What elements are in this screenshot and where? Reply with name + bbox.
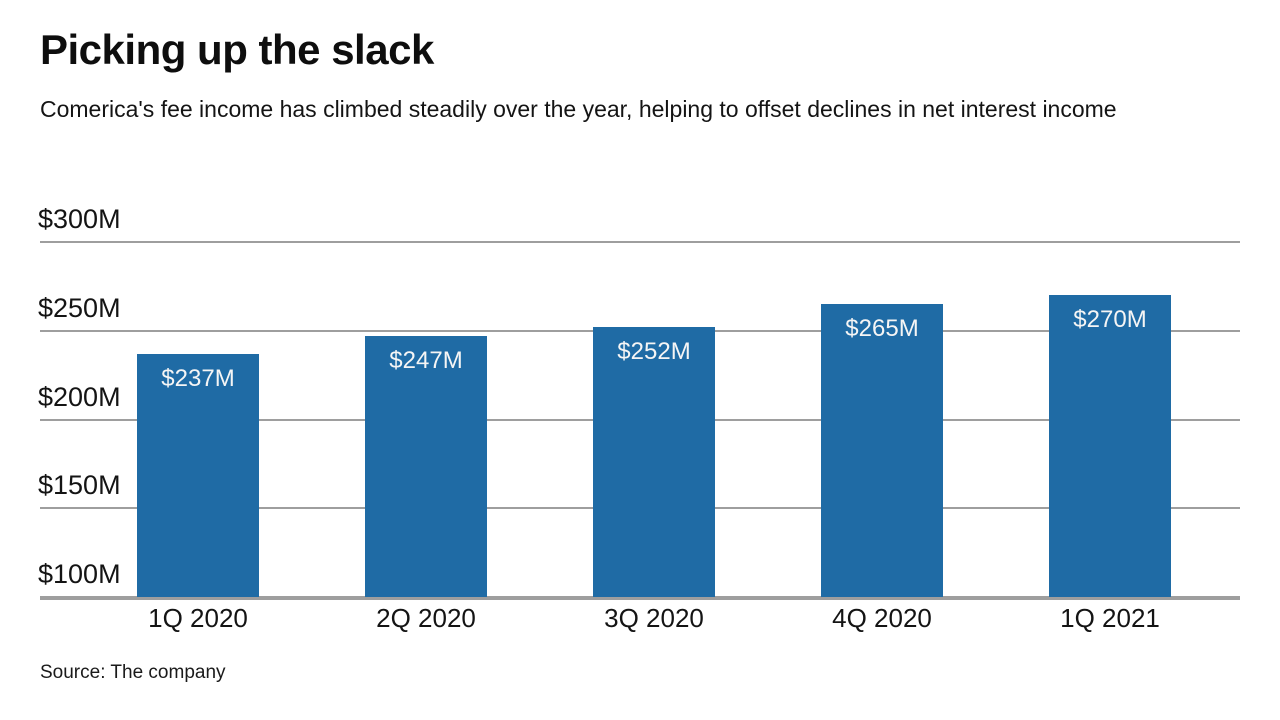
bar-value-label: $265M xyxy=(845,315,919,343)
chart-subtitle: Comerica's fee income has climbed steadi… xyxy=(40,96,1117,122)
y-tick-label: $100M xyxy=(38,559,121,589)
bar xyxy=(593,327,715,597)
x-tick-label: 2Q 2020 xyxy=(376,603,476,633)
x-tick-label: 3Q 2020 xyxy=(604,603,704,633)
page-title: Picking up the slack xyxy=(40,26,434,73)
x-axis-line xyxy=(40,597,1240,600)
bar xyxy=(1049,295,1171,597)
y-tick-label: $250M xyxy=(38,292,121,323)
plot-area: $100M $150M $200M $250M $300M $237M 1Q 2020 $24… xyxy=(38,0,1240,720)
x-tick-label: 1Q 2020 xyxy=(148,603,248,633)
y-tick-label: $200M xyxy=(38,381,121,412)
bar xyxy=(821,304,943,597)
bar-value-label: $237M xyxy=(161,364,235,392)
source-attribution: Source: The company xyxy=(40,662,226,683)
bar-value-label: $247M xyxy=(389,347,463,375)
y-tick-label: $150M xyxy=(38,470,121,501)
x-tick-label: 4Q 2020 xyxy=(832,603,932,633)
x-tick-label: 1Q 2021 xyxy=(1060,603,1160,633)
bar-value-label: $252M xyxy=(617,338,691,366)
bar xyxy=(365,336,487,597)
gridline xyxy=(40,241,1240,243)
bar xyxy=(137,353,259,597)
bar-value-label: $270M xyxy=(1073,306,1147,334)
y-tick-label: $300M xyxy=(38,204,121,234)
